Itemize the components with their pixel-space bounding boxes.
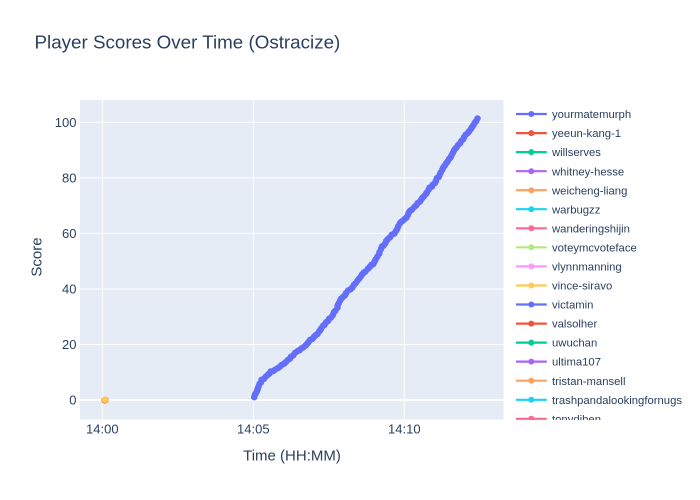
svg-text:14:00: 14:00 — [86, 422, 119, 437]
svg-text:victamin: victamin — [552, 300, 593, 312]
svg-text:60: 60 — [62, 226, 76, 241]
svg-text:trashpandalookingfornugs: trashpandalookingfornugs — [552, 395, 682, 407]
svg-text:willserves: willserves — [551, 147, 601, 159]
svg-text:yeeun-kang-1: yeeun-kang-1 — [552, 128, 621, 140]
svg-text:vince-siravo: vince-siravo — [552, 281, 612, 293]
svg-text:ultima107: ultima107 — [552, 357, 601, 369]
svg-text:tristan-mansell: tristan-mansell — [552, 376, 625, 388]
svg-text:whitney-hesse: whitney-hesse — [551, 166, 624, 178]
svg-text:Player Scores Over Time (Ostra: Player Scores Over Time (Ostracize) — [35, 31, 341, 52]
svg-text:100: 100 — [55, 115, 77, 130]
svg-text:valsolher: valsolher — [552, 319, 597, 331]
svg-text:Time (HH:MM): Time (HH:MM) — [243, 447, 341, 464]
svg-text:0: 0 — [69, 393, 76, 408]
svg-text:14:10: 14:10 — [388, 422, 421, 437]
svg-text:weicheng-liang: weicheng-liang — [551, 185, 627, 197]
svg-text:uwuchan: uwuchan — [552, 338, 597, 350]
svg-text:20: 20 — [62, 337, 76, 352]
svg-text:vlynnmanning: vlynnmanning — [552, 262, 622, 274]
svg-text:40: 40 — [62, 282, 76, 297]
svg-text:tonydiben: tonydiben — [552, 414, 601, 426]
svg-text:warbugzz: warbugzz — [551, 204, 601, 216]
svg-text:yourmatemurph: yourmatemurph — [552, 109, 631, 121]
svg-text:80: 80 — [62, 171, 76, 186]
svg-text:wanderingshijin: wanderingshijin — [551, 223, 630, 235]
svg-text:voteymcvoteface: voteymcvoteface — [552, 243, 637, 255]
svg-text:14:05: 14:05 — [237, 422, 270, 437]
svg-text:Score: Score — [29, 237, 46, 276]
